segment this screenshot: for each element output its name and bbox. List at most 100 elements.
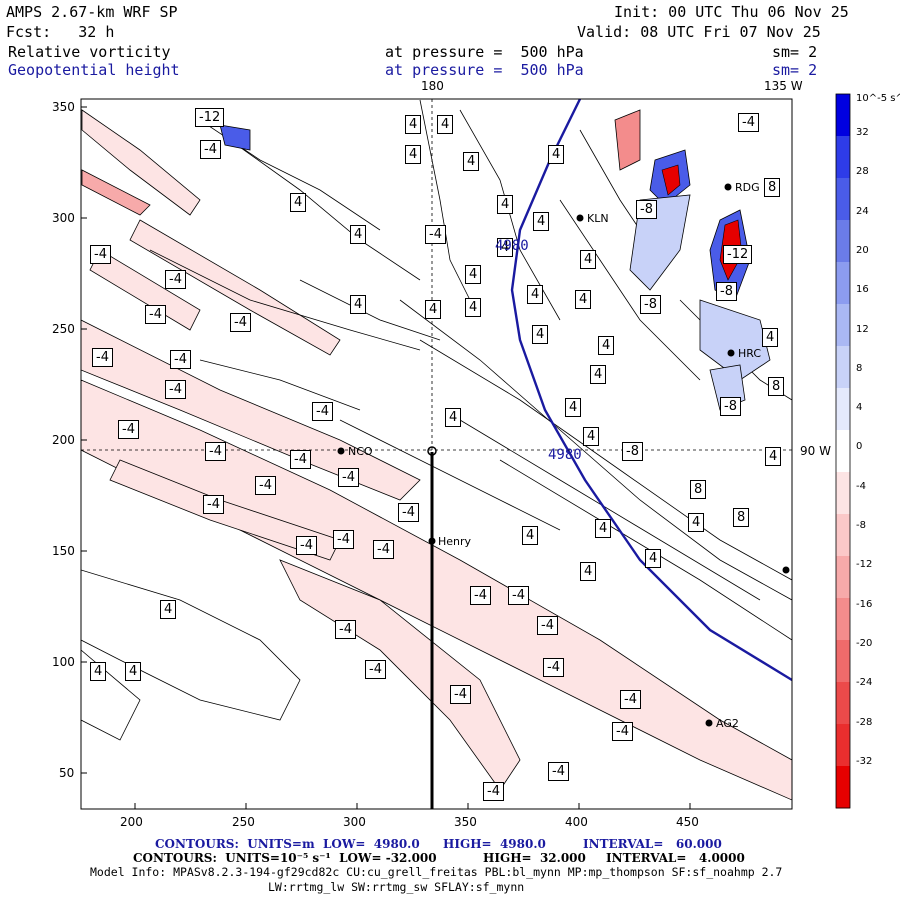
contour-label-negative: -4 xyxy=(548,762,569,781)
contour-label-positive: 4 xyxy=(548,145,565,164)
contour-label-negative: -4 xyxy=(230,313,251,332)
lon-label-180: 180 xyxy=(421,79,444,93)
field1-name: Relative vorticity xyxy=(8,43,171,61)
colorbar-swatch xyxy=(836,346,850,389)
y-tick: 100 xyxy=(52,655,75,669)
x-tick: 350 xyxy=(454,815,477,829)
contour-label-positive: 4 xyxy=(125,662,142,681)
colorbar-label: -8 xyxy=(856,520,866,531)
colorbar-label: 0 xyxy=(856,441,863,453)
y-tick: 300 xyxy=(52,211,75,225)
colorbar-label: 20 xyxy=(856,244,869,256)
contour-label-negative: -4 xyxy=(145,305,166,324)
contour-label-negative: -8 xyxy=(640,295,661,314)
contour-label-negative: -4 xyxy=(118,420,139,439)
contour-label-negative: -4 xyxy=(738,113,759,132)
contour-label-negative: -4 xyxy=(335,620,356,639)
contour-label-negative: -4 xyxy=(537,616,558,635)
contour-label-negative: -4 xyxy=(165,380,186,399)
colorbar-label: -32 xyxy=(856,755,873,767)
contour-label-positive: 8 xyxy=(690,480,707,499)
colorbar-swatch xyxy=(836,220,850,263)
footer-vort-contours: CONTOURS: UNITS=10⁻⁵ s⁻¹ LOW= -32.000 xyxy=(133,851,437,865)
colorbar-swatch xyxy=(836,472,850,515)
colorbar-label: 24 xyxy=(856,205,869,217)
colorbar-label: -12 xyxy=(856,559,873,571)
contour-label-negative: -8 xyxy=(716,282,737,301)
colorbar-label: 32 xyxy=(856,127,869,138)
contour-label-positive: 8 xyxy=(733,508,750,527)
contour-label-negative: -8 xyxy=(622,442,643,461)
forecast-hour: Fcst: 32 h xyxy=(6,23,115,41)
contour-label-negative: -4 xyxy=(543,658,564,677)
footer-height-high: HIGH= 4980.0 xyxy=(443,837,546,851)
contour-label-positive: 4 xyxy=(590,365,607,384)
x-tick: 400 xyxy=(565,815,588,829)
footer-height-interval: INTERVAL= 60.000 xyxy=(583,837,722,851)
field2-name: Geopotential height xyxy=(8,61,180,79)
contour-label-positive: 4 xyxy=(580,250,597,269)
contour-label-positive: 4 xyxy=(575,290,592,309)
station-label-kln: KLN xyxy=(587,212,609,225)
contour-label-negative: -4 xyxy=(205,442,226,461)
contour-label-positive: 4 xyxy=(405,115,422,134)
contour-label-negative: -4 xyxy=(200,140,221,159)
field1-level: at pressure = 500 hPa xyxy=(385,43,584,61)
contour-label-positive: 4 xyxy=(765,447,782,466)
y-tick: 200 xyxy=(52,433,75,447)
contour-label-negative: -8 xyxy=(720,397,741,416)
contour-label-positive: 4 xyxy=(762,328,779,347)
footer-model-info-2: LW:rrtmg_lw SW:rrtmg_sw SFLAY:sf_mynn xyxy=(268,880,525,894)
height-label: 4980 xyxy=(495,238,529,254)
contour-label-positive: 4 xyxy=(688,513,705,532)
contour-label-positive: 4 xyxy=(527,285,544,304)
contour-label-negative: -4 xyxy=(425,225,446,244)
colorbar-swatch xyxy=(836,598,850,641)
colorbar-label: -24 xyxy=(856,677,873,689)
contour-label-negative: -4 xyxy=(365,660,386,679)
contour-label-positive: 4 xyxy=(350,225,367,244)
contour-label-positive: 4 xyxy=(160,600,177,619)
station-label-henry: Henry xyxy=(438,535,472,548)
x-tick: 200 xyxy=(120,815,143,829)
contour-label-negative: -12 xyxy=(723,245,753,264)
colorbar-label: -16 xyxy=(856,598,873,610)
colorbar-swatch xyxy=(836,556,850,599)
colorbar-label: 8 xyxy=(856,362,863,374)
contour-label-positive: 4 xyxy=(350,295,367,314)
contour-label-negative: -4 xyxy=(170,350,191,369)
colorbar xyxy=(836,94,850,809)
contour-label-positive: 4 xyxy=(580,562,597,581)
contour-label-negative: -4 xyxy=(90,245,111,264)
contour-label-positive: 4 xyxy=(465,298,482,317)
contour-label-positive: 4 xyxy=(532,325,549,344)
contour-label-positive: 4 xyxy=(595,519,612,538)
x-tick: 300 xyxy=(343,815,366,829)
model-title: AMPS 2.67-km WRF SP xyxy=(6,3,178,21)
colorbar-swatch xyxy=(836,136,850,179)
contour-label-negative: -4 xyxy=(165,270,186,289)
x-tick: 450 xyxy=(676,815,699,829)
colorbar-swatch xyxy=(836,766,850,809)
colorbar-swatch xyxy=(836,388,850,431)
colorbar-label: -20 xyxy=(856,637,873,649)
contour-label-positive: 8 xyxy=(768,377,785,396)
contour-label-positive: 4 xyxy=(497,238,514,257)
y-tick: 150 xyxy=(52,544,75,558)
field2-smooth: sm= 2 xyxy=(772,61,818,79)
init-time: Init: 00 UTC Thu 06 Nov 25 xyxy=(614,3,849,21)
contour-label-negative: -4 xyxy=(612,722,633,741)
colorbar-swatch xyxy=(836,430,850,473)
contour-label-negative: -4 xyxy=(373,540,394,559)
colorbar-label: 16 xyxy=(856,284,869,296)
station-label-ag2: AG2 xyxy=(716,717,739,730)
colorbar-swatch xyxy=(836,304,850,347)
contour-label-positive: 4 xyxy=(598,336,615,355)
contour-label-positive: 4 xyxy=(90,662,107,681)
contour-label-negative: -8 xyxy=(636,200,657,219)
footer-model-info: Model Info: MPASv8.2.3-194-gf29cd82c CU:… xyxy=(90,865,783,879)
colorbar-swatch xyxy=(836,514,850,557)
contour-label-negative: -4 xyxy=(450,685,471,704)
contour-label-positive: 4 xyxy=(522,526,539,545)
contour-label-positive: 4 xyxy=(290,193,307,212)
